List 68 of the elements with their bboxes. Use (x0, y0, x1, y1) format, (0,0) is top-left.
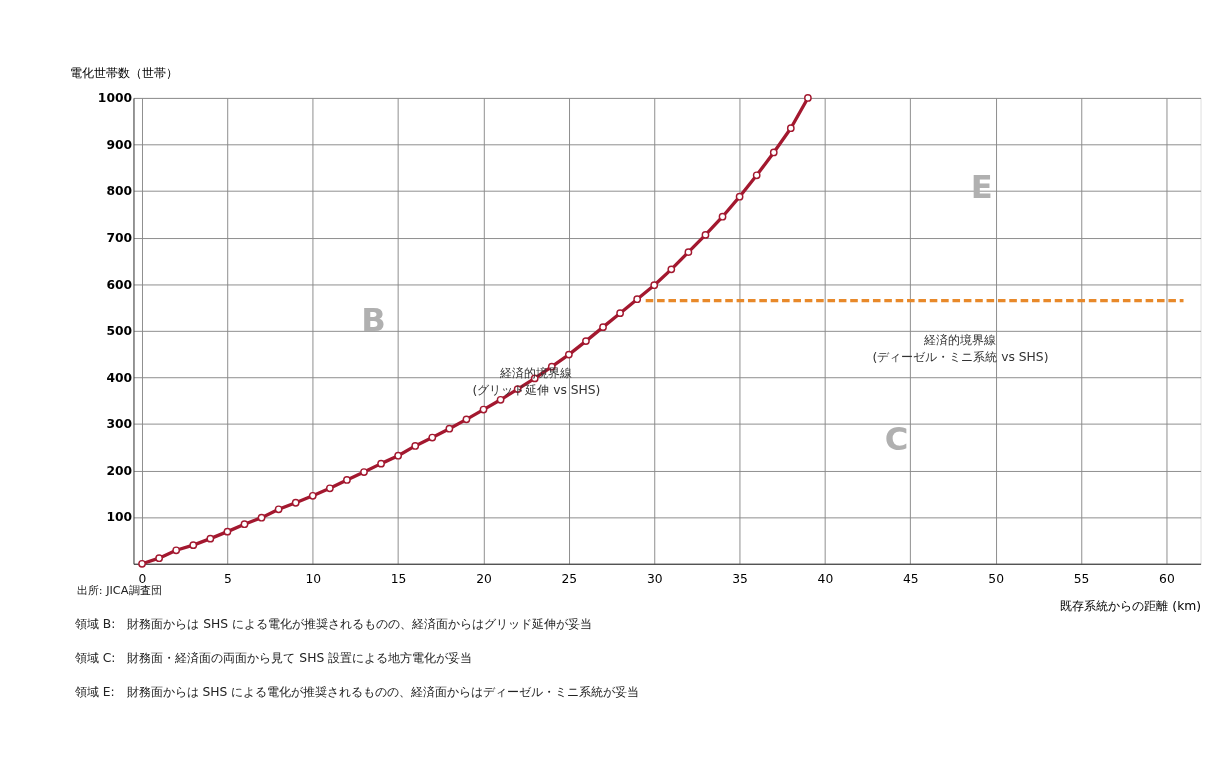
text: 出所: JICA調査団 (76, 583, 162, 598)
x-tick-label: 55 (1073, 572, 1090, 587)
x-tick-label: 30 (646, 572, 663, 587)
point (804, 94, 812, 102)
text: 領域 C: 財務面・経済面の両面から見て SHS 設置による地方電化が妥当 (74, 651, 473, 666)
y-axis-title: 電化世帯数（世帯） (69, 65, 178, 80)
point (701, 231, 710, 239)
x-tick-label: 35 (732, 572, 748, 587)
point (155, 554, 163, 563)
point (496, 395, 505, 404)
point (394, 451, 403, 460)
x-tick-label: 10 (305, 572, 322, 587)
y-tick-label: 900 (106, 137, 133, 152)
y-tick-label: 500 (106, 324, 133, 339)
point (240, 520, 249, 529)
point (257, 513, 266, 522)
point (479, 405, 488, 414)
text: 領域 B: 財務面からは SHS による電化が推奨されるものの、経済面からはグリッド延伸が妥当 (74, 617, 592, 632)
x-tick-label: 5 (223, 572, 232, 587)
y-tick-label: 200 (106, 463, 133, 478)
point (223, 527, 232, 536)
point (633, 295, 642, 304)
point (684, 248, 693, 257)
y-tick-label: 700 (106, 230, 133, 245)
x-axis-title: 既存系統からの距離 (km) (1060, 598, 1202, 613)
point (308, 491, 317, 500)
point (138, 559, 146, 568)
point (462, 415, 471, 424)
point (325, 484, 334, 493)
annotation: B (361, 301, 386, 340)
x-tick-label: 20 (476, 572, 492, 587)
x-tick-label: 60 (1159, 572, 1175, 587)
point (360, 468, 368, 476)
y-tick-label: 800 (106, 184, 133, 199)
point (206, 534, 215, 543)
point (291, 498, 300, 507)
text: 領域 E: 財務面からは SHS による電化が推奨されるものの、経済面からはディーゼル・ミニ系統が妥当 (74, 685, 640, 700)
point (616, 309, 624, 318)
point (735, 192, 744, 201)
point (564, 350, 573, 359)
point (172, 546, 181, 555)
point (769, 148, 778, 157)
y-tick-label: 1000 (97, 91, 133, 106)
point (189, 541, 198, 550)
annotation: 経済的境界線 (ディーゼル・ミニ系統 vs SHS) (872, 332, 1049, 365)
point (786, 124, 795, 133)
x-tick-label: 50 (988, 572, 1005, 587)
y-tick-label: 600 (106, 277, 133, 292)
point (428, 433, 437, 442)
point (599, 323, 607, 332)
point (582, 337, 590, 345)
point (343, 476, 351, 484)
point (274, 505, 283, 514)
point (411, 442, 420, 450)
y-tick-label: 100 (106, 510, 133, 525)
x-tick-label: 45 (902, 572, 919, 587)
point (752, 171, 761, 180)
y-tick-label: 400 (106, 370, 133, 385)
x-tick-label: 40 (817, 572, 834, 587)
annotation: C (884, 419, 909, 458)
point (377, 459, 385, 468)
x-tick-label: 25 (561, 572, 578, 587)
point (650, 281, 659, 290)
point (667, 265, 676, 274)
x-tick-label: 15 (390, 572, 407, 587)
point (718, 212, 727, 221)
y-tick-label: 300 (106, 417, 133, 432)
point (445, 424, 454, 433)
